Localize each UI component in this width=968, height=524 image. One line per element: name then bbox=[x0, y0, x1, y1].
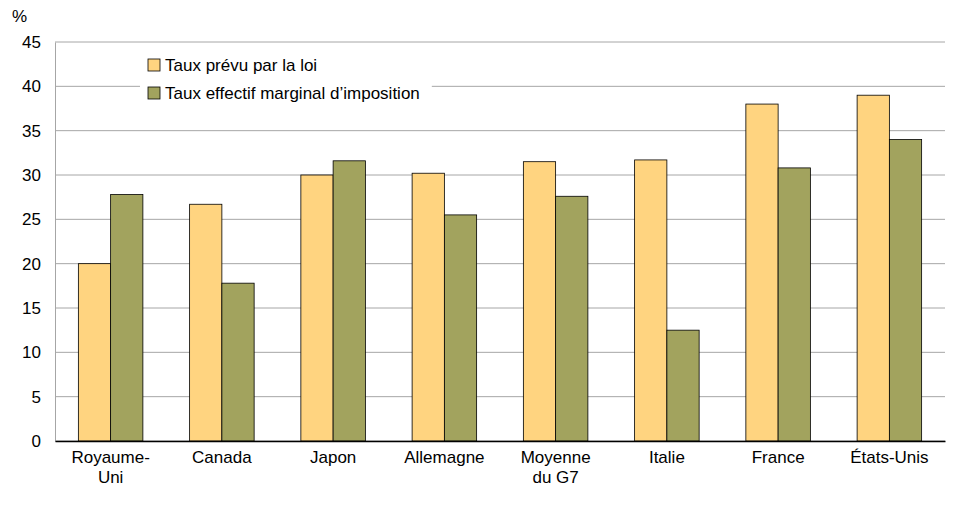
y-tick-label: 20 bbox=[22, 255, 41, 274]
x-tick-label: France bbox=[752, 448, 805, 467]
y-tick: 45 bbox=[22, 33, 55, 52]
x-tick: France bbox=[752, 441, 805, 467]
y-tick: 25 bbox=[22, 210, 55, 229]
bar bbox=[190, 204, 222, 441]
chart: 0 5 10 15 20 25 30 35 40 45 Royaume-Uni Canada Japon… bbox=[0, 0, 968, 524]
legend-label: Taux prévu par la loi bbox=[165, 56, 317, 75]
bar bbox=[889, 140, 921, 441]
bar bbox=[778, 168, 810, 441]
y-tick: 10 bbox=[22, 343, 55, 362]
bar bbox=[746, 104, 778, 441]
y-tick-label: 10 bbox=[22, 343, 41, 362]
x-tick: Royaume-Uni bbox=[71, 441, 149, 487]
bar bbox=[333, 161, 365, 441]
bars bbox=[78, 95, 921, 441]
series bbox=[111, 140, 922, 441]
y-tick-label: 15 bbox=[22, 299, 41, 318]
y-tick: 40 bbox=[22, 77, 55, 96]
x-tick-label: Royaume-Uni bbox=[71, 448, 149, 487]
x-axis-line bbox=[56, 441, 946, 443]
bar bbox=[78, 264, 110, 441]
x-axis: Royaume-Uni Canada Japon Allemagne Moyennedu… bbox=[56, 441, 946, 487]
bar bbox=[301, 175, 333, 441]
grid-line bbox=[55, 263, 945, 264]
x-tick: Canada bbox=[192, 441, 252, 467]
x-tick-label: Japon bbox=[310, 448, 356, 467]
x-tick-label: Canada bbox=[192, 448, 252, 467]
y-tick-label: 40 bbox=[22, 77, 41, 96]
legend-swatch bbox=[148, 59, 160, 71]
y-tick-label: 30 bbox=[22, 166, 41, 185]
bar bbox=[412, 173, 444, 441]
legend-label: Taux effectif marginal d’imposition bbox=[165, 84, 420, 103]
grid-line bbox=[55, 42, 945, 43]
y-axis-line bbox=[55, 43, 56, 442]
plot: 0 5 10 15 20 25 30 35 40 45 Royaume-Uni Canada Japon… bbox=[22, 33, 945, 488]
bar bbox=[111, 195, 143, 441]
y-tick: 20 bbox=[22, 255, 55, 274]
y-tick-label: 25 bbox=[22, 210, 41, 229]
y-axis-title: % bbox=[12, 7, 27, 26]
grid-line bbox=[55, 308, 945, 309]
y-tick: 15 bbox=[22, 299, 55, 318]
bar bbox=[556, 196, 588, 441]
y-axis: 0 5 10 15 20 25 30 35 40 45 bbox=[22, 33, 55, 451]
bar bbox=[667, 330, 699, 441]
x-tick-label: Italie bbox=[649, 448, 685, 467]
series bbox=[78, 95, 889, 441]
legend-box bbox=[140, 48, 432, 106]
x-tick: États-Unis bbox=[850, 441, 928, 467]
x-tick: Italie bbox=[649, 441, 685, 467]
bar bbox=[635, 160, 667, 441]
legend-swatch bbox=[148, 87, 160, 99]
y-tick: 0 bbox=[32, 432, 55, 451]
bar bbox=[523, 162, 555, 441]
y-tick: 30 bbox=[22, 166, 55, 185]
x-tick-label: États-Unis bbox=[850, 448, 928, 467]
grid-line bbox=[55, 175, 945, 176]
grid-line bbox=[55, 219, 945, 220]
y-tick-label: 0 bbox=[32, 432, 41, 451]
y-tick-label: 45 bbox=[22, 33, 41, 52]
x-tick: Moyennedu G7 bbox=[521, 441, 591, 487]
grid-line bbox=[55, 352, 945, 353]
grid-line bbox=[55, 441, 945, 442]
y-tick: 5 bbox=[32, 388, 55, 407]
bar bbox=[857, 95, 889, 441]
x-tick: Allemagne bbox=[404, 441, 484, 467]
y-tick: 35 bbox=[22, 122, 55, 141]
y-tick-label: 5 bbox=[32, 388, 41, 407]
x-tick-label: Allemagne bbox=[404, 448, 484, 467]
grid bbox=[55, 42, 945, 441]
bar bbox=[222, 283, 254, 441]
bar bbox=[444, 215, 476, 441]
legend: Taux prévu par la loi Taux effectif margi… bbox=[140, 48, 432, 106]
x-tick-label: Moyennedu G7 bbox=[521, 448, 591, 487]
y-tick-label: 35 bbox=[22, 122, 41, 141]
grid-line bbox=[55, 396, 945, 397]
x-tick: Japon bbox=[310, 441, 356, 467]
grid-line bbox=[55, 130, 945, 131]
